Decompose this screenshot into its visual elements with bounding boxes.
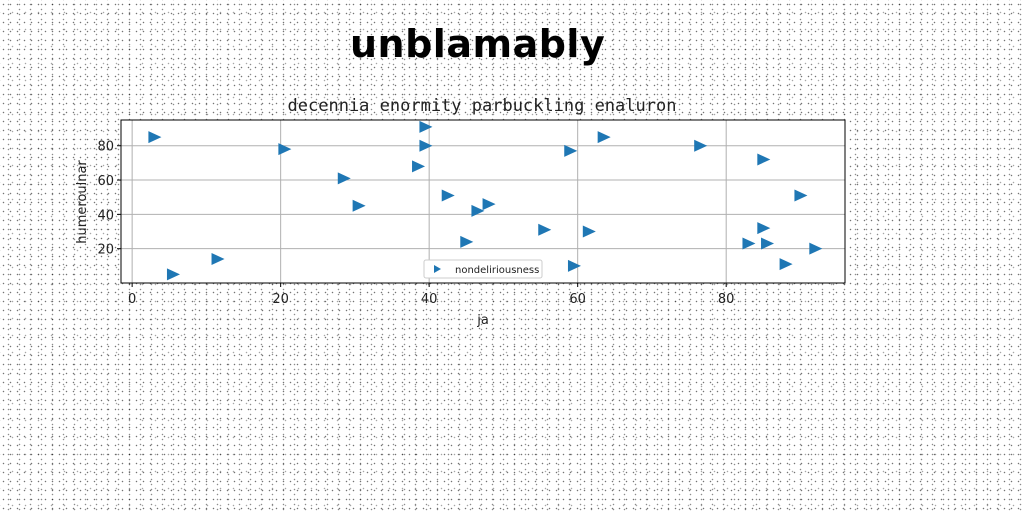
x-tick-label: 60 xyxy=(569,292,586,307)
y-tick-label: 80 xyxy=(97,140,114,155)
x-tick-label: 80 xyxy=(718,292,735,307)
y-tick-label: 20 xyxy=(97,243,114,258)
x-tick-label: 40 xyxy=(421,292,438,307)
y-axis-label: humeroulnar xyxy=(75,160,90,244)
legend-label: nondeliriousness xyxy=(455,265,539,276)
x-tick-label: 20 xyxy=(272,292,289,307)
legend: nondeliriousness xyxy=(424,260,542,278)
y-ticks: 20 40 60 80 xyxy=(97,140,121,258)
y-tick-label: 40 xyxy=(97,208,114,223)
y-tick-label: 60 xyxy=(97,174,114,189)
x-axis-label: ja xyxy=(476,313,489,328)
chart-title: decennia enormity parbuckling enaluron xyxy=(288,96,677,116)
x-tick-label: 0 xyxy=(128,292,136,307)
x-ticks: 0 20 40 60 80 xyxy=(128,283,734,307)
